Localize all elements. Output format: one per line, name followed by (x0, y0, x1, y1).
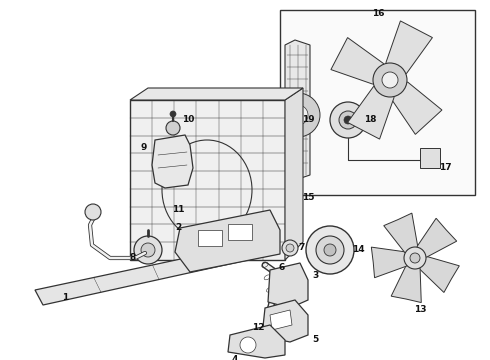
Circle shape (382, 72, 398, 88)
Polygon shape (130, 88, 303, 100)
Circle shape (404, 247, 426, 269)
Polygon shape (175, 210, 280, 272)
Circle shape (373, 63, 407, 97)
Polygon shape (35, 240, 275, 305)
Text: 14: 14 (352, 246, 364, 255)
Circle shape (306, 226, 354, 274)
Circle shape (410, 253, 420, 263)
Circle shape (282, 240, 298, 256)
Text: 13: 13 (414, 306, 426, 315)
Circle shape (288, 105, 308, 125)
Text: 8: 8 (130, 253, 136, 262)
Text: 3: 3 (312, 270, 318, 279)
Polygon shape (270, 310, 292, 330)
Circle shape (339, 111, 357, 129)
Polygon shape (228, 224, 252, 240)
Text: 1: 1 (62, 292, 68, 302)
Polygon shape (262, 300, 308, 342)
Text: 2: 2 (175, 224, 181, 233)
Text: 5: 5 (312, 336, 318, 345)
Circle shape (240, 337, 256, 353)
Text: 17: 17 (439, 163, 451, 172)
Polygon shape (198, 230, 222, 246)
Polygon shape (152, 135, 193, 188)
Circle shape (141, 243, 155, 257)
Polygon shape (268, 263, 308, 308)
Text: 10: 10 (182, 116, 194, 125)
Polygon shape (347, 80, 394, 139)
Circle shape (166, 121, 180, 135)
Circle shape (134, 236, 162, 264)
Polygon shape (384, 213, 418, 258)
Text: 19: 19 (302, 116, 314, 125)
Circle shape (330, 102, 366, 138)
Polygon shape (391, 258, 421, 302)
Circle shape (170, 111, 176, 117)
Text: 11: 11 (172, 206, 184, 215)
Circle shape (85, 204, 101, 220)
Circle shape (276, 93, 320, 137)
Circle shape (324, 244, 336, 256)
Polygon shape (130, 100, 285, 260)
Polygon shape (420, 148, 440, 168)
Text: 7: 7 (299, 243, 305, 252)
Circle shape (286, 244, 294, 252)
Text: 4: 4 (232, 356, 238, 360)
Polygon shape (390, 80, 442, 134)
Polygon shape (415, 256, 459, 292)
Polygon shape (285, 40, 310, 180)
Polygon shape (371, 247, 415, 278)
Bar (280, 10, 475, 195)
Text: 16: 16 (372, 9, 384, 18)
Polygon shape (285, 88, 303, 260)
Polygon shape (415, 218, 457, 258)
Circle shape (344, 116, 352, 124)
Text: 18: 18 (364, 116, 376, 125)
Polygon shape (386, 21, 433, 80)
Text: 9: 9 (141, 144, 147, 153)
Circle shape (316, 236, 344, 264)
Polygon shape (228, 325, 285, 358)
Polygon shape (331, 37, 390, 84)
Text: 12: 12 (252, 324, 264, 333)
Text: 15: 15 (302, 194, 314, 202)
Text: 6: 6 (279, 264, 285, 273)
